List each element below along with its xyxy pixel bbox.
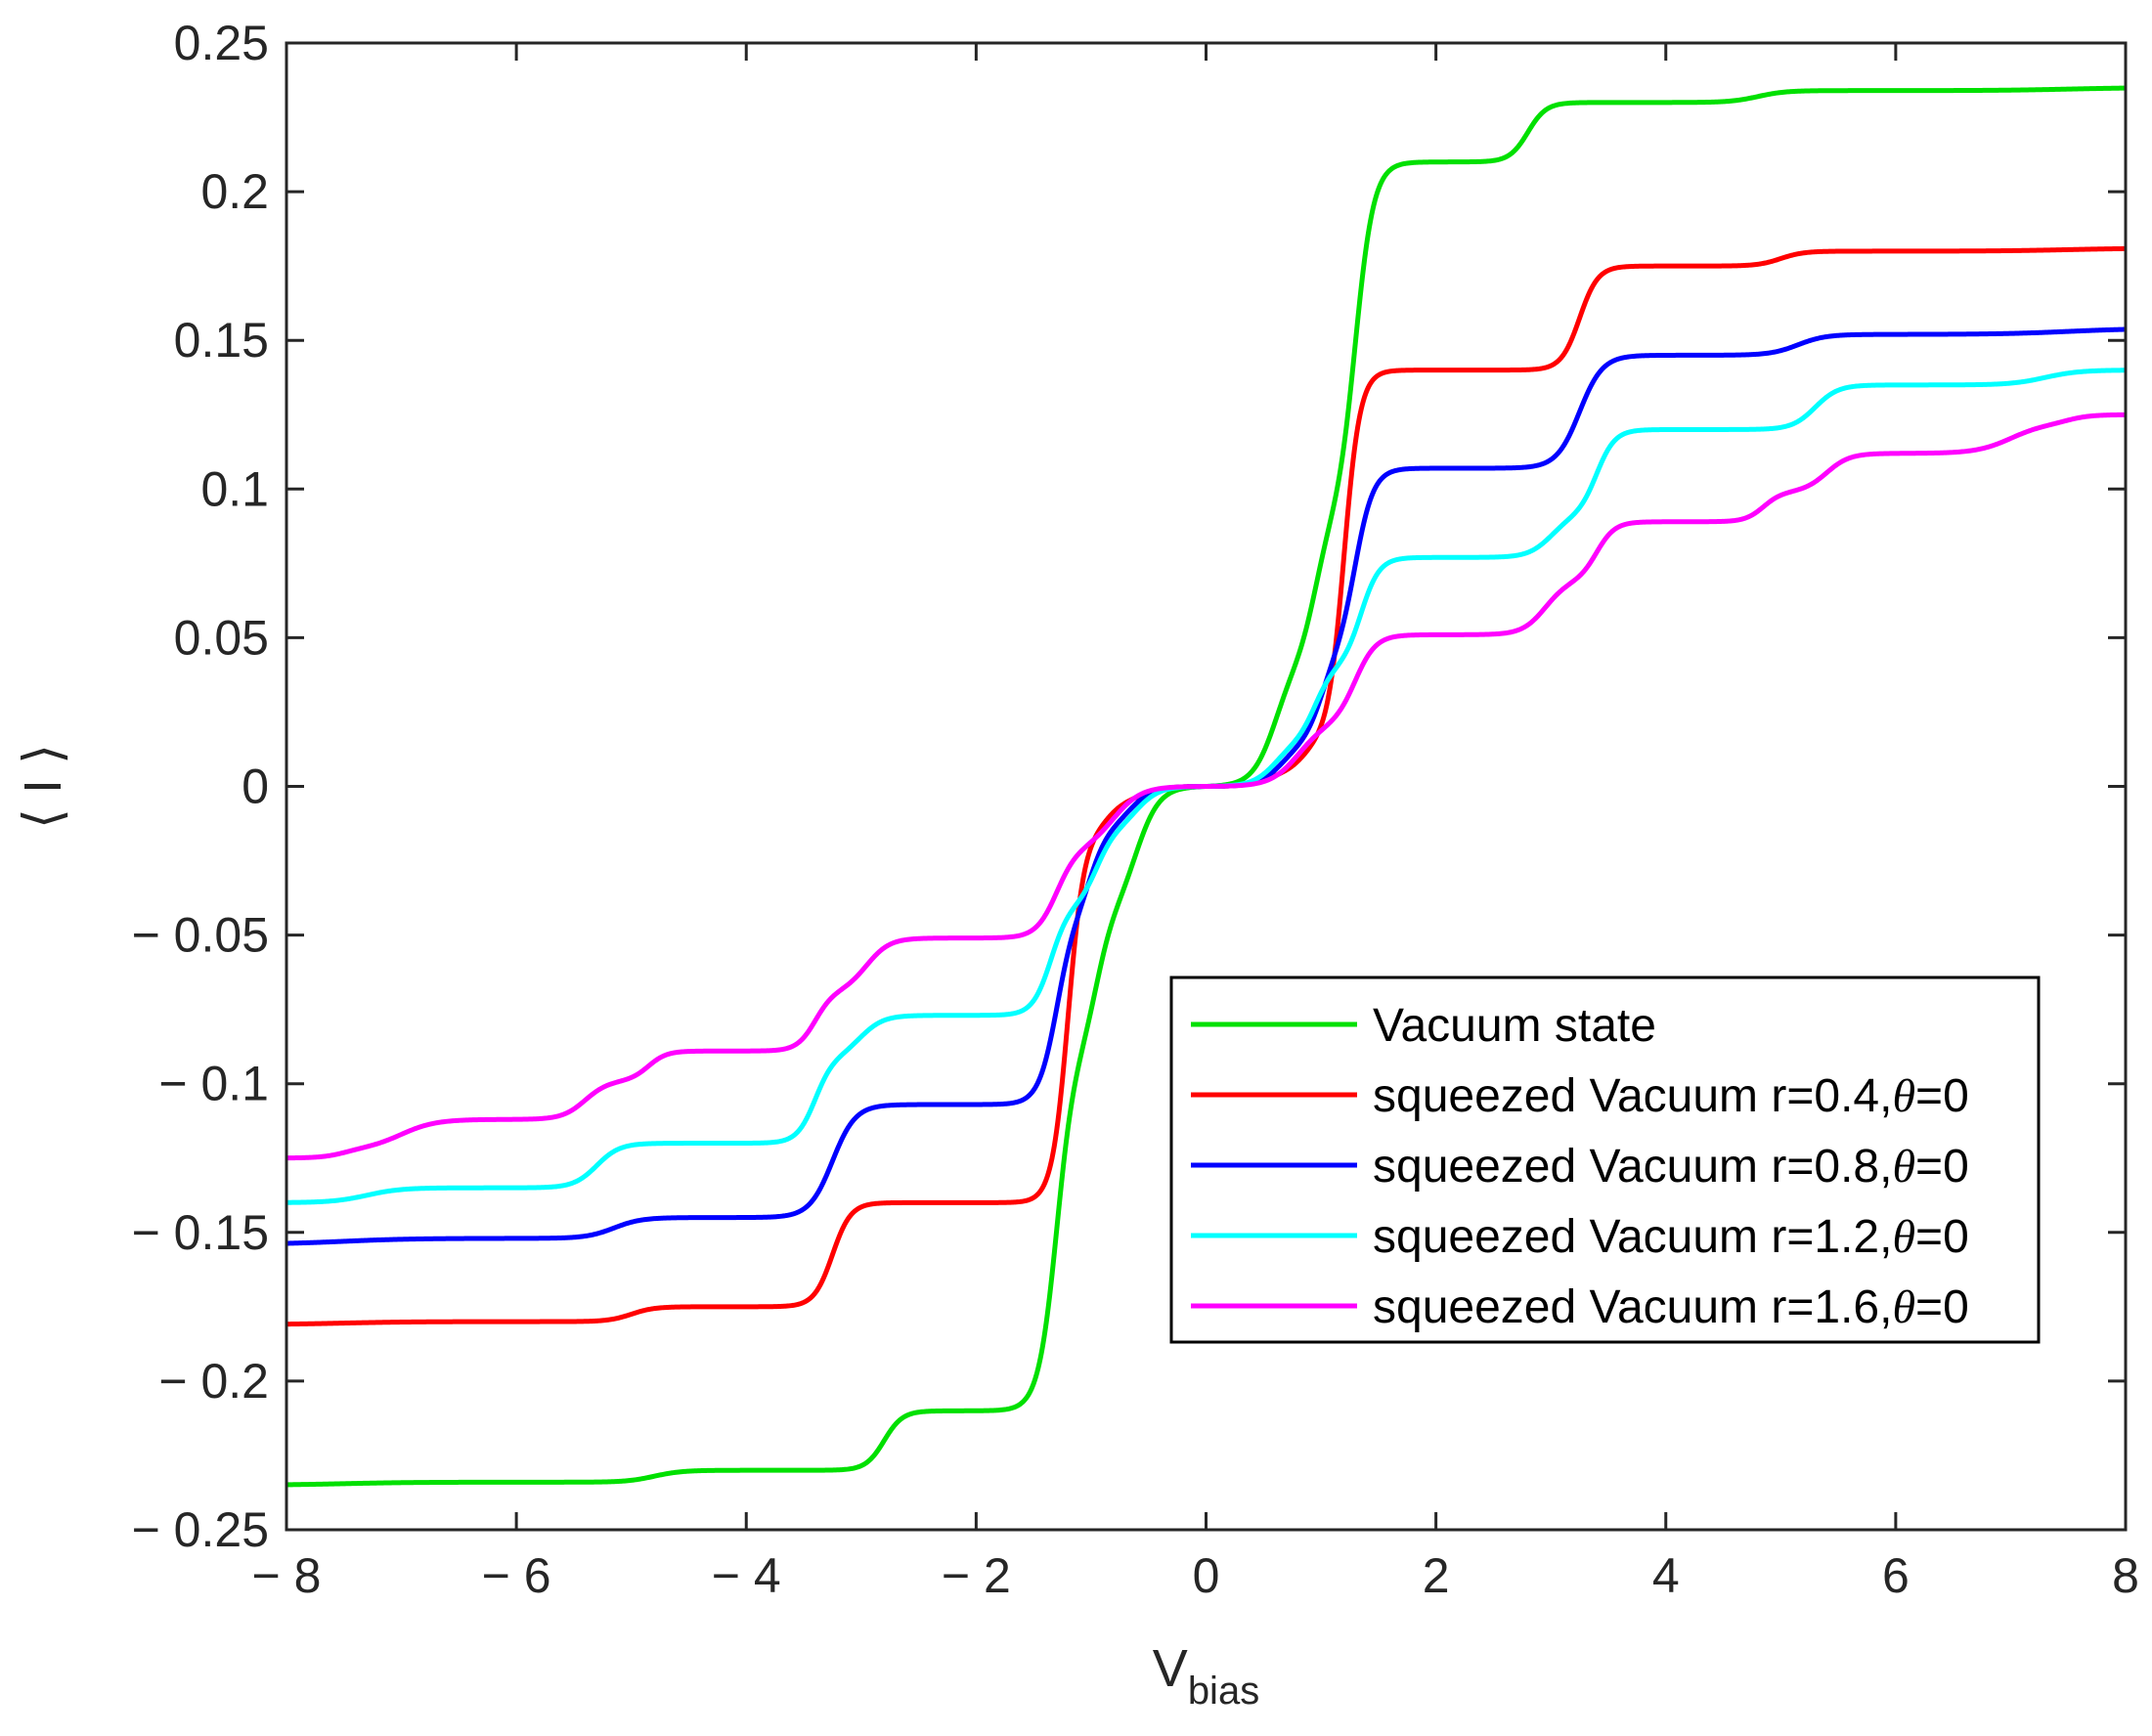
legend-theta-value: =0 — [1915, 1211, 1969, 1263]
tick-layer: − 8 − 6 − 4 − 2 0 2 4 6 8 0.25 0.2 0.15 0.1 0.05 0 − 0.… — [132, 16, 2139, 1603]
legend-theta-value: =0 — [1915, 1281, 1969, 1333]
x-tick-label: 0 — [1193, 1548, 1220, 1603]
x-tick-label: − 8 — [252, 1548, 322, 1603]
legend-label-text: squeezed Vacuum r=1.2, — [1373, 1211, 1892, 1263]
legend-label-text: squeezed Vacuum r=0.4, — [1373, 1070, 1892, 1122]
y-axis-label: ⟨ I ⟩ — [14, 744, 72, 829]
x-tick-label: 2 — [1423, 1548, 1450, 1603]
x-tick-label: 8 — [2112, 1548, 2139, 1603]
legend-label-text: squeezed Vacuum r=0.8, — [1373, 1141, 1892, 1193]
legend-label-4: squeezed Vacuum r=1.6,θ=0 — [1373, 1281, 1969, 1333]
legend-label-2: squeezed Vacuum r=0.8,θ=0 — [1373, 1141, 1969, 1193]
y-tick-label: − 0.1 — [158, 1057, 269, 1111]
y-tick-label: − 0.2 — [158, 1354, 269, 1409]
legend-theta-value: =0 — [1915, 1070, 1969, 1122]
legend-label-text: squeezed Vacuum r=1.6, — [1373, 1281, 1892, 1333]
y-tick-label: − 0.05 — [132, 908, 269, 963]
x-tick-label: − 4 — [712, 1548, 781, 1603]
series-line-4 — [285, 412, 2128, 1161]
legend-theta-symbol: θ — [1892, 1211, 1915, 1263]
series-layer — [285, 85, 2128, 1488]
x-axis-label-sub: bias — [1188, 1670, 1259, 1713]
x-tick-label: − 2 — [942, 1548, 1011, 1603]
legend-theta-symbol: θ — [1892, 1281, 1915, 1333]
x-tick-label: 6 — [1882, 1548, 1910, 1603]
legend-theta-value: =0 — [1915, 1141, 1969, 1193]
legend-label-3: squeezed Vacuum r=1.2,θ=0 — [1373, 1211, 1969, 1263]
y-tick-label: − 0.25 — [132, 1502, 269, 1557]
y-tick-label: − 0.15 — [132, 1205, 269, 1260]
y-tick-label: 0 — [242, 760, 269, 814]
y-tick-label: 0.05 — [174, 610, 269, 665]
y-tick-label: 0.2 — [200, 164, 269, 219]
x-tick-label: 4 — [1652, 1548, 1680, 1603]
y-tick-label: 0.1 — [200, 461, 269, 516]
legend-label-1: squeezed Vacuum r=0.4,θ=0 — [1373, 1070, 1969, 1122]
legend-label-0: Vacuum state — [1373, 1000, 1656, 1052]
y-tick-label: 0.25 — [174, 16, 269, 70]
y-tick-label: 0.15 — [174, 313, 269, 368]
legend-box — [1169, 976, 2041, 1344]
x-axis-label-main: V — [1153, 1639, 1188, 1698]
x-axis-label: Vbias — [1153, 1639, 1259, 1713]
legend-label-text: Vacuum state — [1373, 1000, 1656, 1052]
legend-theta-symbol: θ — [1892, 1141, 1915, 1193]
legend-theta-symbol: θ — [1892, 1070, 1915, 1122]
x-tick-label: − 6 — [482, 1548, 551, 1603]
